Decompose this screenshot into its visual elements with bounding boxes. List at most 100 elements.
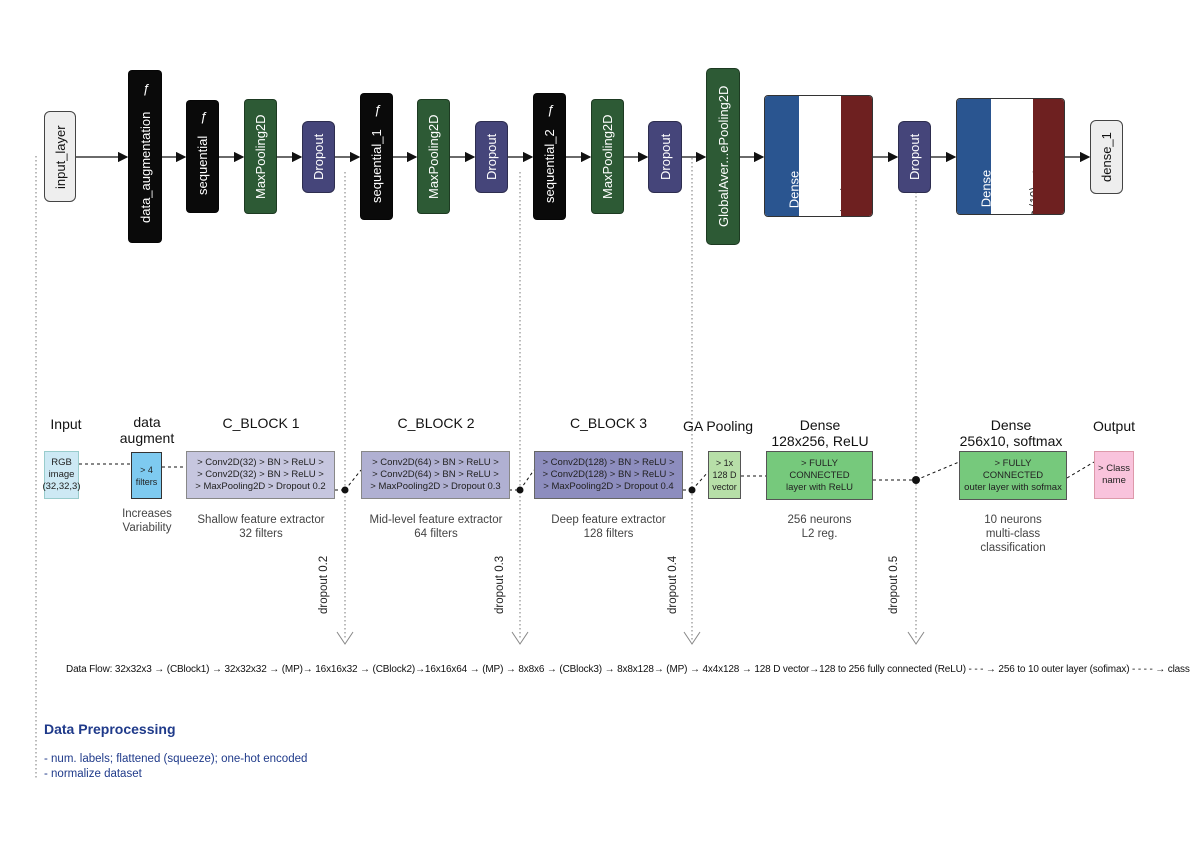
function-icon: ƒ [142, 81, 150, 96]
dense2-box: > FULLY CONNECTED outer layer with sofma… [959, 451, 1067, 500]
sequential-1-node: ƒ sequential_1 [360, 93, 393, 220]
sequential-1-label: sequential_1 [369, 128, 384, 203]
dropout-label-0-5: dropout 0.5 [888, 555, 900, 614]
maxpool-1-label: MaxPooling2D [253, 114, 268, 199]
gapool-box-line: vector [712, 482, 737, 492]
dense1-title: Dense 128x256, ReLU [760, 417, 880, 449]
dense-1-node: dense_1 [1090, 120, 1123, 194]
gapool-box-line: > 1x [715, 458, 734, 468]
input-box-line: (32,32,3) [42, 481, 81, 492]
cblock2-box-line: > MaxPooling2D > Dropout 0.3 [370, 481, 501, 492]
cblock3-note-line: 128 filters [583, 528, 634, 540]
data-flow-text: Data Flow: 32x32x3 → (CBlock1) → 32x32x3… [66, 664, 1191, 675]
sequential-2-node: ƒ sequential_2 [533, 93, 566, 220]
dense2-title: Dense 256x10, softmax [948, 417, 1074, 449]
function-icon: ƒ [546, 102, 555, 117]
dropout-label-0-2: dropout 0.2 [318, 555, 330, 614]
preprocessing-list: - num. labels; flattened (squeeze); one-… [44, 752, 307, 782]
maxpool-2-label: MaxPooling2D [426, 114, 441, 199]
input-layer-node: input_layer [44, 111, 76, 202]
cblock3-box-line: > MaxPooling2D > Dropout 0.4 [543, 481, 674, 492]
maxpool-2-node: MaxPooling2D [417, 99, 450, 214]
dense-1-label: dense_1 [1099, 132, 1114, 182]
dropout-4-node: Dropout [898, 121, 931, 193]
data-augmentation-node: ƒ data_augmentation [128, 70, 162, 243]
global-pool-label: GlobalAver...ePooling2D [715, 85, 731, 227]
maxpool-1-node: MaxPooling2D [244, 99, 277, 214]
function-icon: ƒ [373, 102, 382, 117]
augment-title-line: augment [119, 430, 175, 446]
cblock1-box: > Conv2D(32) > BN > ReLU > > Conv2D(32) … [186, 451, 335, 499]
dense2-title-line: 256x10, softmax [959, 433, 1063, 449]
dropout-1-label: Dropout [311, 133, 326, 180]
cblock1-note-line: 32 filters [239, 528, 283, 540]
cblock2-note-line: 64 filters [414, 528, 458, 540]
cblock1-box-line: > Conv2D(32) > BN > ReLU > [197, 469, 324, 480]
dotted-guides [35, 156, 917, 780]
dense1-title-line: 128x256, ReLU [771, 433, 869, 449]
sequential-label: sequential [195, 135, 210, 195]
dropout-label-0-3: dropout 0.3 [494, 555, 506, 614]
gapool-title: GA Pooling [682, 418, 754, 434]
dense-a-activation-cell: Activation [841, 96, 873, 217]
dense2-note-line: 10 neurons [984, 514, 1042, 526]
dense-a-bias-label: bias [840, 216, 852, 217]
cblock1-box-line: > Conv2D(32) > BN > ReLU > [197, 457, 324, 468]
dense-a-node: Dense kernel ⟨128×256⟩ bias ⟨256⟩ Activa… [764, 95, 873, 217]
connection-dots [341, 476, 920, 494]
input-box-line: RGB [51, 457, 72, 468]
output-title: Output [1092, 418, 1136, 434]
cblock1-title: C_BLOCK 1 [222, 415, 300, 431]
dense-b-params-cell: kernel ⟨256×10⟩ bias ⟨10⟩ [991, 99, 1044, 214]
input-box-line: image [48, 469, 75, 480]
cblock3-box-line: > Conv2D(128) > BN > ReLU > [542, 457, 675, 468]
input-layer-label: input_layer [52, 124, 68, 189]
cblock2-title: C_BLOCK 2 [397, 415, 475, 431]
cblock3-note: Deep feature extractor 128 filters [534, 513, 683, 541]
sequential-node: ƒ sequential [186, 100, 219, 213]
dense2-title-line: Dense [990, 417, 1032, 433]
data-augmentation-label: data_augmentation [137, 111, 153, 223]
dense1-title-line: Dense [799, 417, 841, 433]
input-title: Input [50, 416, 82, 432]
dense2-box-line: outer layer with sofmax [964, 481, 1062, 493]
cblock3-title: C_BLOCK 3 [569, 415, 648, 431]
input-box: RGB image (32,32,3) [42, 451, 81, 499]
dense2-note-line: multi-class [985, 528, 1041, 540]
dropout-2-label: Dropout [484, 133, 499, 180]
augment-title-line: data [133, 414, 161, 430]
output-box-line: > Class [1098, 463, 1130, 474]
preprocessing-title: Data Preprocessing [44, 721, 176, 737]
maxpool-3-label: MaxPooling2D [600, 114, 615, 199]
dense1-box-line: layer with ReLU [785, 481, 854, 493]
sequential-2-label: sequential_2 [542, 128, 557, 203]
augment-note: Increases Variability [110, 507, 184, 535]
dense1-box: > FULLY CONNECTED layer with ReLU [766, 451, 873, 500]
dense1-box-line: > FULLY [800, 457, 839, 469]
dense-a-activation-label: Activation [869, 171, 873, 217]
dense-b-activation-cell: Activation [1033, 99, 1065, 215]
cblock2-box: > Conv2D(64) > BN > ReLU > > Conv2D(64) … [361, 451, 510, 499]
dotted-arrowheads [336, 631, 925, 645]
dense2-note: 10 neurons multi-class classification [959, 513, 1067, 555]
dense-a-name-cell: Dense [765, 96, 801, 216]
dropout-3-node: Dropout [648, 121, 682, 193]
dense1-box-line: CONNECTED [789, 469, 850, 481]
dense-b-node: Dense kernel ⟨256×10⟩ bias ⟨10⟩ Activati… [956, 98, 1065, 215]
cblock3-box-line: > Conv2D(128) > BN > ReLU > [542, 469, 675, 480]
cblock1-note: Shallow feature extractor 32 filters [186, 513, 336, 541]
maxpool-3-node: MaxPooling2D [591, 99, 624, 214]
augment-title: data augment [116, 414, 178, 446]
cblock3-box: > Conv2D(128) > BN > ReLU > > Conv2D(128… [534, 451, 683, 499]
augment-box-line: filters [135, 476, 158, 487]
preprocessing-item: - num. labels; flattened (squeeze); one-… [44, 753, 308, 765]
dense2-box-line: > FULLY [994, 457, 1032, 469]
dropout-1-node: Dropout [302, 121, 335, 193]
cblock2-box-line: > Conv2D(64) > BN > ReLU > [372, 469, 499, 480]
dense2-note-line: classification [980, 542, 1046, 554]
dense-a-params-cell: kernel ⟨128×256⟩ bias ⟨256⟩ [799, 96, 855, 216]
dense-b-activation-label: Activation [1061, 170, 1065, 215]
cblock1-box-line: > MaxPooling2D > Dropout 0.2 [195, 481, 326, 492]
dense1-note: 256 neurons L2 reg. [766, 513, 873, 541]
